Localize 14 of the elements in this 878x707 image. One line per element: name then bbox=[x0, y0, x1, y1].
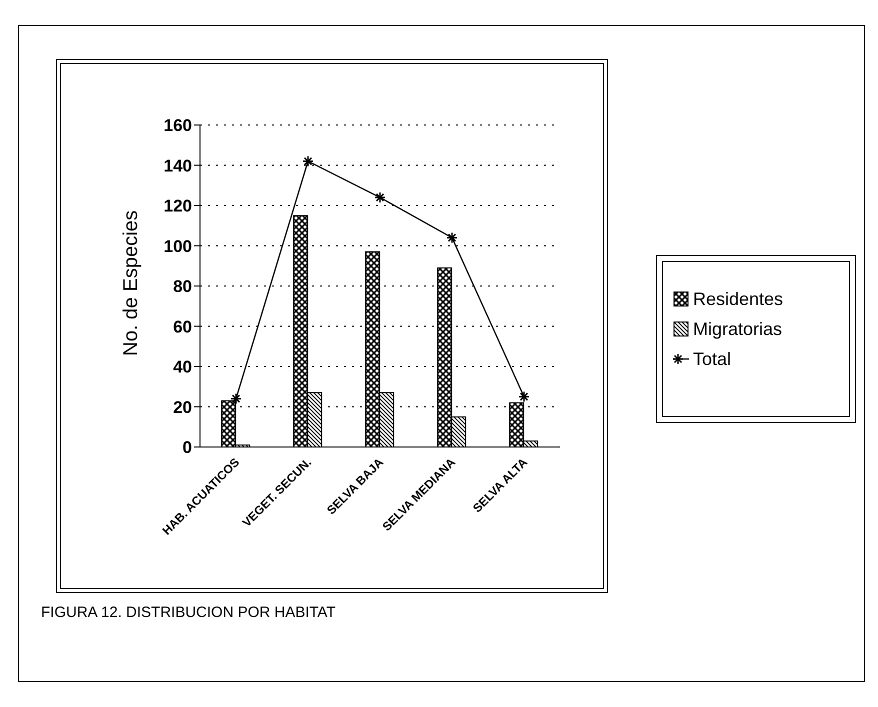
y-tick-label: 140 bbox=[164, 156, 192, 176]
y-tick-label: 60 bbox=[173, 317, 192, 336]
y-tick-label: 20 bbox=[173, 398, 192, 417]
y-tick-label: 0 bbox=[182, 438, 192, 458]
y-tick-label: 100 bbox=[164, 236, 192, 256]
text: FIGURA 12. DISTRIBUCION POR HABITAT bbox=[41, 604, 336, 621]
y-axis-title: No. de Especies bbox=[120, 210, 142, 356]
legend-label: Total bbox=[692, 348, 732, 370]
y-tick-label: 120 bbox=[164, 196, 192, 216]
y-tick-label: 160 bbox=[164, 116, 192, 136]
y-tick-label: 40 bbox=[173, 358, 192, 377]
legend-label: Residentes bbox=[692, 288, 784, 310]
legend-label: Migratorias bbox=[692, 318, 784, 341]
y-tick-label: 80 bbox=[173, 277, 192, 296]
